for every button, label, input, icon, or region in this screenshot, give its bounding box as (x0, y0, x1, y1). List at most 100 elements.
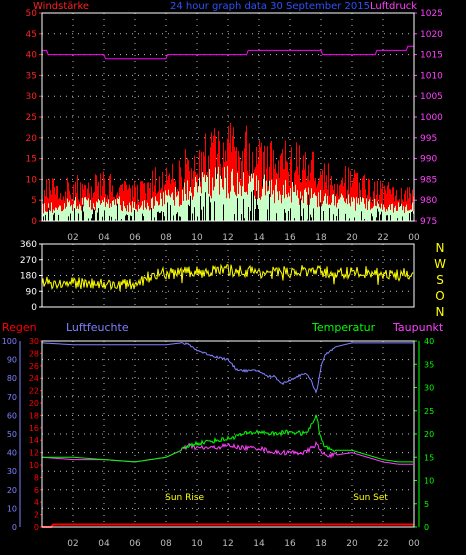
climate-x-tick-label: 22 (377, 539, 388, 549)
wind-panel-frame (41, 12, 415, 222)
climate-x-tick-label: 14 (253, 539, 265, 549)
temperature-y-tick-label: 5 (424, 500, 429, 509)
wind-x-tick-label: 18 (315, 233, 327, 243)
rain-y-tick-label: 10 (29, 461, 39, 470)
wind-x-tick-label: 08 (160, 233, 172, 243)
wind-x-tick-label: 16 (284, 233, 296, 243)
temperature-y-tick-label: 30 (424, 384, 434, 393)
pressure-y-tick-label: 1020 (420, 30, 443, 40)
wind-y-tick-label: 30 (26, 92, 38, 102)
temperature-y-tick-label: 15 (424, 453, 434, 462)
wind-y-tick-label: 0 (31, 217, 37, 227)
pressure-y-tick-label: 1010 (420, 71, 443, 81)
rain-y-tick-label: 22 (29, 387, 39, 396)
rain-axis-title: Regen (2, 321, 37, 334)
wind-x-tick-label: 06 (129, 233, 141, 243)
compass-label: N (436, 305, 445, 319)
pressure-y-tick-label: 975 (420, 217, 437, 227)
pressure-y-tick-label: 995 (420, 134, 437, 144)
direction-y-tick-label: 0 (31, 303, 37, 313)
temperature-line (42, 414, 413, 463)
wind-y-tick-label: 45 (26, 30, 37, 40)
rain-y-tick-label: 6 (34, 486, 39, 495)
dewpoint-axis-title: Taupunkt (392, 321, 444, 334)
rain-y-tick-label: 20 (29, 399, 39, 408)
wind-y-tick-label: 5 (31, 196, 37, 206)
wind-x-tick-label: 02 (67, 233, 78, 243)
pressure-chart-title: Luftdruck (370, 1, 417, 12)
climate-x-tick-label: 08 (160, 539, 172, 549)
pressure-y-tick-label: 1000 (420, 113, 443, 123)
climate-x-tick-label: 04 (98, 539, 110, 549)
rain-y-tick-label: 30 (29, 337, 39, 346)
direction-y-tick-label: 360 (20, 240, 37, 250)
direction-y-tick-label: 270 (20, 256, 37, 266)
temperature-y-tick-label: 20 (424, 430, 434, 439)
humidity-y-tick-label: 20 (7, 486, 17, 495)
direction-y-tick-label: 180 (20, 272, 37, 282)
compass-label: W (434, 257, 446, 271)
direction-panel-frame (41, 243, 415, 308)
temperature-y-tick-label: 10 (424, 477, 434, 486)
rain-y-tick-label: 28 (29, 349, 39, 358)
rain-y-tick-label: 8 (34, 473, 39, 482)
humidity-y-tick-label: 50 (7, 430, 17, 439)
humidity-y-tick-label: 90 (7, 356, 17, 365)
wind-y-tick-label: 10 (26, 175, 38, 185)
pressure-y-tick-label: 1015 (420, 51, 443, 61)
climate-x-tick-label: 00 (408, 539, 420, 549)
wind-y-tick-label: 15 (26, 155, 37, 165)
direction-y-tick-label: 90 (26, 287, 38, 297)
rain-y-tick-label: 24 (29, 374, 39, 383)
wind-x-tick-label: 12 (222, 233, 233, 243)
climate-x-tick-label: 02 (67, 539, 78, 549)
pressure-y-tick-label: 980 (420, 196, 437, 206)
wind-y-tick-label: 35 (26, 71, 37, 81)
humidity-y-tick-label: 0 (12, 523, 17, 532)
humidity-y-tick-label: 30 (7, 467, 17, 476)
wind-x-tick-label: 20 (346, 233, 358, 243)
wind-direction-line (41, 263, 414, 292)
wind-y-tick-label: 50 (26, 9, 38, 19)
wind-x-tick-label: 00 (408, 233, 420, 243)
temperature-y-tick-label: 35 (424, 360, 434, 369)
wind-chart-title: Windstärke (33, 1, 89, 12)
rain-y-tick-label: 16 (29, 424, 39, 433)
rain-y-tick-label: 18 (29, 411, 39, 420)
dewpoint-line (42, 440, 413, 465)
humidity-y-tick-label: 70 (7, 393, 17, 402)
rain-y-tick-label: 4 (34, 498, 39, 507)
wind-x-tick-label: 14 (253, 233, 265, 243)
pressure-y-tick-label: 1005 (420, 92, 443, 102)
temperature-y-tick-label: 0 (424, 523, 429, 532)
wind-x-tick-label: 10 (191, 233, 203, 243)
temperature-y-tick-label: 25 (424, 407, 434, 416)
climate-x-tick-label: 06 (129, 539, 141, 549)
compass-label: S (436, 273, 444, 287)
compass-label: O (435, 289, 444, 303)
humidity-y-tick-label: 80 (7, 374, 17, 383)
pressure-y-tick-label: 1025 (420, 9, 443, 19)
wind-y-tick-label: 20 (26, 134, 38, 144)
humidity-y-tick-label: 60 (7, 411, 17, 420)
climate-x-tick-label: 20 (346, 539, 358, 549)
humidity-y-tick-label: 100 (2, 337, 17, 346)
rain-y-tick-label: 0 (34, 523, 39, 532)
humidity-line (42, 341, 413, 394)
pressure-y-tick-label: 990 (420, 155, 437, 165)
chart-date-title: 24 hour graph data 30 September 2015 (170, 1, 370, 12)
wind-dark-series (43, 190, 414, 221)
compass-label: N (436, 241, 445, 255)
rain-y-tick-label: 14 (29, 436, 39, 445)
climate-x-tick-label: 18 (315, 539, 327, 549)
sun-annotation-label: Sun Rise (165, 493, 204, 503)
temperature-axis-title: Temperatur (311, 321, 376, 334)
wind-x-tick-label: 22 (377, 233, 388, 243)
pressure-line (42, 45, 414, 60)
temperature-y-tick-label: 40 (424, 337, 434, 346)
wind-y-tick-label: 40 (26, 51, 38, 61)
rain-y-tick-label: 2 (34, 511, 39, 520)
wind-x-tick-label: 04 (98, 233, 110, 243)
climate-panel-frame (41, 340, 415, 528)
